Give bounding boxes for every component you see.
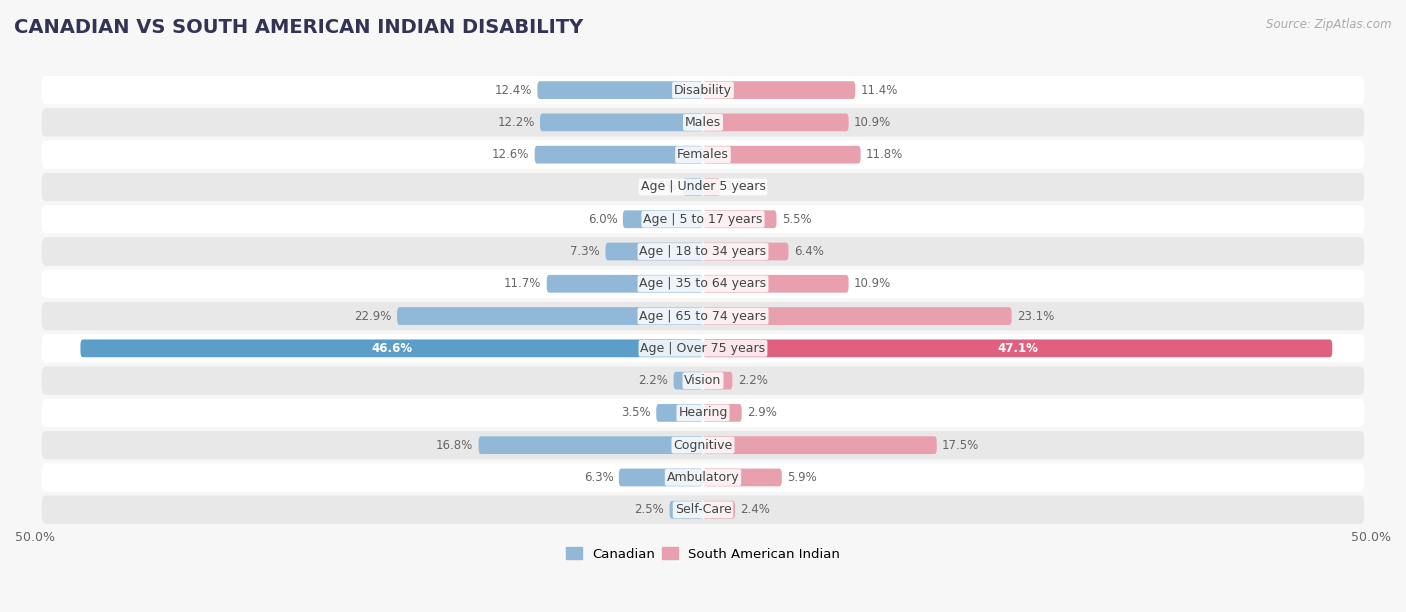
FancyBboxPatch shape: [42, 463, 1364, 491]
Text: Age | Over 75 years: Age | Over 75 years: [641, 342, 765, 355]
Text: 2.5%: 2.5%: [634, 503, 664, 517]
FancyBboxPatch shape: [42, 141, 1364, 169]
FancyBboxPatch shape: [42, 173, 1364, 201]
FancyBboxPatch shape: [547, 275, 703, 293]
Text: Vision: Vision: [685, 374, 721, 387]
FancyBboxPatch shape: [42, 269, 1364, 298]
FancyBboxPatch shape: [42, 334, 1364, 362]
FancyBboxPatch shape: [673, 371, 703, 389]
FancyBboxPatch shape: [703, 211, 776, 228]
Text: 5.9%: 5.9%: [787, 471, 817, 484]
FancyBboxPatch shape: [619, 469, 703, 487]
FancyBboxPatch shape: [623, 211, 703, 228]
Text: 12.2%: 12.2%: [498, 116, 534, 129]
Text: 46.6%: 46.6%: [371, 342, 412, 355]
Text: Age | 18 to 34 years: Age | 18 to 34 years: [640, 245, 766, 258]
Text: Age | 65 to 74 years: Age | 65 to 74 years: [640, 310, 766, 323]
Text: 10.9%: 10.9%: [853, 277, 891, 290]
FancyBboxPatch shape: [606, 242, 703, 260]
FancyBboxPatch shape: [540, 113, 703, 131]
Legend: Canadian, South American Indian: Canadian, South American Indian: [561, 542, 845, 566]
FancyBboxPatch shape: [703, 178, 720, 196]
FancyBboxPatch shape: [42, 367, 1364, 395]
FancyBboxPatch shape: [42, 237, 1364, 266]
Text: Ambulatory: Ambulatory: [666, 471, 740, 484]
FancyBboxPatch shape: [478, 436, 703, 454]
FancyBboxPatch shape: [703, 242, 789, 260]
Text: 3.5%: 3.5%: [621, 406, 651, 419]
FancyBboxPatch shape: [703, 81, 855, 99]
FancyBboxPatch shape: [80, 340, 703, 357]
FancyBboxPatch shape: [703, 436, 936, 454]
Text: 6.0%: 6.0%: [588, 213, 617, 226]
Text: 6.4%: 6.4%: [794, 245, 824, 258]
FancyBboxPatch shape: [42, 76, 1364, 104]
FancyBboxPatch shape: [42, 108, 1364, 136]
FancyBboxPatch shape: [42, 205, 1364, 233]
Text: Age | 35 to 64 years: Age | 35 to 64 years: [640, 277, 766, 290]
Text: 2.4%: 2.4%: [741, 503, 770, 517]
Text: Source: ZipAtlas.com: Source: ZipAtlas.com: [1267, 18, 1392, 31]
Text: 11.8%: 11.8%: [866, 148, 903, 161]
Text: CANADIAN VS SOUTH AMERICAN INDIAN DISABILITY: CANADIAN VS SOUTH AMERICAN INDIAN DISABI…: [14, 18, 583, 37]
FancyBboxPatch shape: [657, 404, 703, 422]
Text: 17.5%: 17.5%: [942, 439, 980, 452]
FancyBboxPatch shape: [537, 81, 703, 99]
Text: 1.3%: 1.3%: [725, 181, 755, 193]
Text: 16.8%: 16.8%: [436, 439, 474, 452]
Text: 2.9%: 2.9%: [747, 406, 778, 419]
Text: 2.2%: 2.2%: [738, 374, 768, 387]
FancyBboxPatch shape: [703, 404, 742, 422]
Text: 5.5%: 5.5%: [782, 213, 811, 226]
Text: 2.2%: 2.2%: [638, 374, 668, 387]
FancyBboxPatch shape: [703, 275, 849, 293]
FancyBboxPatch shape: [42, 398, 1364, 427]
Text: 6.3%: 6.3%: [583, 471, 613, 484]
Text: Age | Under 5 years: Age | Under 5 years: [641, 181, 765, 193]
Text: Males: Males: [685, 116, 721, 129]
FancyBboxPatch shape: [669, 501, 703, 518]
Text: 47.1%: 47.1%: [997, 342, 1038, 355]
Text: Age | 5 to 17 years: Age | 5 to 17 years: [644, 213, 762, 226]
FancyBboxPatch shape: [703, 307, 1011, 325]
Text: Females: Females: [678, 148, 728, 161]
Text: 22.9%: 22.9%: [354, 310, 392, 323]
Text: 10.9%: 10.9%: [853, 116, 891, 129]
FancyBboxPatch shape: [42, 496, 1364, 524]
Text: 12.6%: 12.6%: [492, 148, 529, 161]
FancyBboxPatch shape: [534, 146, 703, 163]
Text: 11.7%: 11.7%: [503, 277, 541, 290]
FancyBboxPatch shape: [703, 113, 849, 131]
Text: 12.4%: 12.4%: [495, 84, 531, 97]
FancyBboxPatch shape: [396, 307, 703, 325]
Text: 7.3%: 7.3%: [571, 245, 600, 258]
Text: 11.4%: 11.4%: [860, 84, 898, 97]
FancyBboxPatch shape: [42, 431, 1364, 460]
FancyBboxPatch shape: [703, 469, 782, 487]
Text: 23.1%: 23.1%: [1017, 310, 1054, 323]
Text: Disability: Disability: [673, 84, 733, 97]
Text: 1.5%: 1.5%: [648, 181, 678, 193]
FancyBboxPatch shape: [703, 371, 733, 389]
FancyBboxPatch shape: [42, 302, 1364, 330]
FancyBboxPatch shape: [683, 178, 703, 196]
FancyBboxPatch shape: [703, 501, 735, 518]
FancyBboxPatch shape: [703, 146, 860, 163]
Text: Self-Care: Self-Care: [675, 503, 731, 517]
Text: Cognitive: Cognitive: [673, 439, 733, 452]
FancyBboxPatch shape: [703, 340, 1333, 357]
Text: Hearing: Hearing: [678, 406, 728, 419]
